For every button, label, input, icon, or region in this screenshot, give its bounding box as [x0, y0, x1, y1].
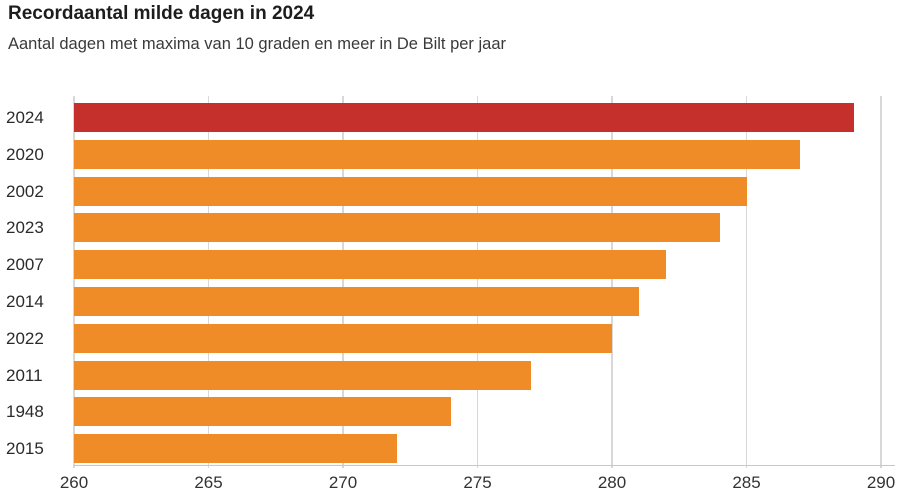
x-axis-tick-label: 275	[463, 473, 492, 492]
y-axis-label: 2002	[6, 181, 44, 201]
y-axis-label: 2024	[6, 108, 44, 127]
y-axis-label: 2023	[6, 218, 44, 238]
y-axis-label: 2022	[6, 328, 44, 348]
chart-title: Recordaantal milde dagen in 2024	[8, 3, 315, 24]
bar	[74, 287, 639, 316]
x-axis-tick-label: 260	[59, 473, 89, 492]
gridline	[880, 96, 882, 468]
chart-subtitle: Aantal dagen met maxima van 10 graden en…	[8, 35, 507, 53]
bar	[74, 213, 720, 243]
x-axis-tick-label: 280	[597, 473, 627, 492]
gridline	[745, 96, 748, 468]
gridline	[611, 96, 613, 468]
bar	[74, 434, 397, 464]
gridline	[73, 96, 75, 468]
y-axis-label: 1948	[6, 402, 44, 422]
gridline	[476, 96, 479, 468]
x-axis-tick-label: 290	[866, 473, 896, 492]
y-axis-label: 2015	[6, 439, 44, 459]
bar	[74, 360, 532, 390]
x-axis-line	[74, 465, 895, 466]
bar-highlighted	[74, 103, 855, 132]
y-axis-label: 2011	[6, 365, 43, 385]
x-axis-tick-label: 285	[732, 473, 761, 492]
gridline	[207, 96, 210, 468]
bar	[74, 176, 747, 206]
bar	[74, 323, 612, 353]
bar	[74, 250, 666, 280]
y-axis-label: 2014	[6, 292, 44, 311]
x-axis-tick-label: 265	[194, 473, 223, 492]
x-axis-tick-label: 270	[328, 473, 358, 492]
bar	[74, 397, 451, 427]
gridline	[342, 96, 344, 468]
y-axis-label: 2020	[6, 144, 44, 164]
y-axis-label: 2007	[6, 255, 44, 275]
bar	[74, 139, 801, 169]
